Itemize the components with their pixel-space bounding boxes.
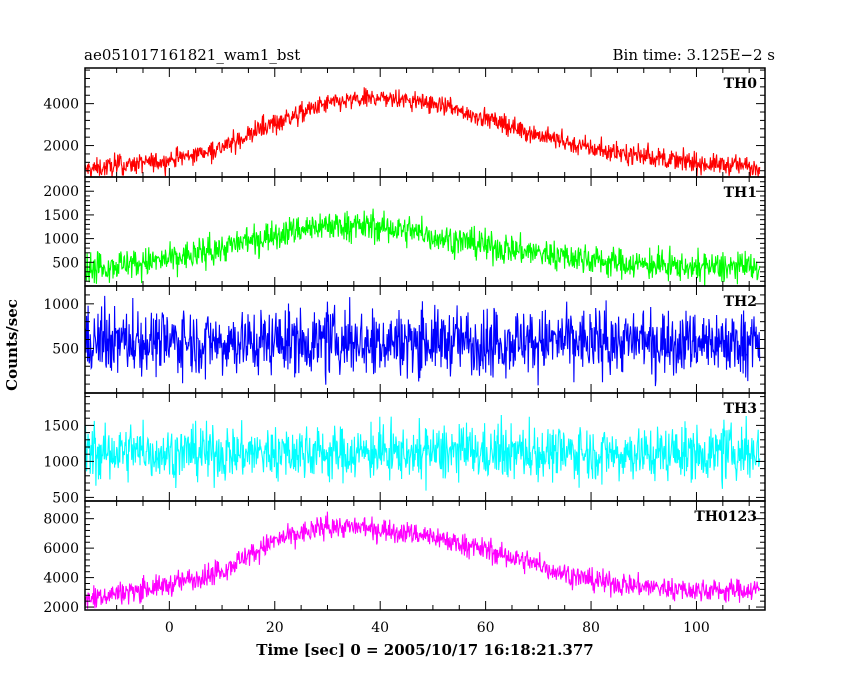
y-tick-label: 2000 (43, 600, 79, 616)
y-tick-label: 1000 (43, 232, 79, 248)
y-tick-label: 1500 (43, 208, 79, 224)
y-tick-label: 1000 (43, 297, 79, 313)
panel-th3: 500 1000 1500 TH3 (43, 392, 766, 506)
y-tick-label: 500 (52, 490, 79, 506)
x-axis: 0 20 40 60 80 100 (165, 620, 710, 636)
y-tick-label: 6000 (43, 541, 79, 557)
panel-frame (84, 500, 766, 611)
series-th0 (85, 87, 761, 177)
y-tick-label: 500 (52, 255, 79, 271)
series-th0123 (85, 511, 761, 609)
x-tick-label: 60 (477, 620, 495, 636)
panel-th0123: 2000 4000 6000 8000 TH0123 (43, 500, 766, 616)
y-tick-label: 8000 (43, 512, 79, 528)
panel-th1: 500 1000 1500 2000 TH1 (43, 176, 766, 287)
series-th2 (85, 295, 761, 387)
x-axis-label: Time [sec] 0 = 2005/10/17 16:18:21.377 (256, 641, 593, 659)
x-tick-label: 100 (683, 620, 710, 636)
y-tick-label: 4000 (43, 571, 79, 587)
y-axis-label: Counts/sec (3, 299, 21, 391)
panel-label-th0123: TH0123 (694, 509, 757, 525)
y-tick-label: 2000 (43, 139, 79, 155)
y-tick-label: 4000 (43, 97, 79, 113)
chart-title: ae051017161821_wam1_bst (84, 46, 300, 64)
y-tick-label: 1500 (43, 418, 79, 434)
y-tick-label: 1000 (43, 454, 79, 470)
x-tick-label: 0 (165, 620, 174, 636)
bin-time-label: Bin time: 3.125E−2 s (613, 46, 775, 64)
x-tick-label: 20 (266, 620, 284, 636)
panel-th0: 2000 4000 TH0 (43, 67, 766, 178)
series-th3 (85, 414, 761, 491)
panel-label-th2: TH2 (724, 294, 757, 310)
x-tick-label: 80 (582, 620, 600, 636)
panel-label-th1: TH1 (724, 185, 757, 201)
x-tick-label: 40 (371, 620, 389, 636)
y-tick-label: 500 (52, 341, 79, 357)
y-tick-label: 2000 (43, 184, 79, 200)
panel-label-th3: TH3 (724, 401, 757, 417)
panel-th2: 500 1000 TH2 (43, 285, 766, 394)
series-th1 (85, 208, 761, 286)
panel-label-th0: TH0 (724, 76, 758, 92)
